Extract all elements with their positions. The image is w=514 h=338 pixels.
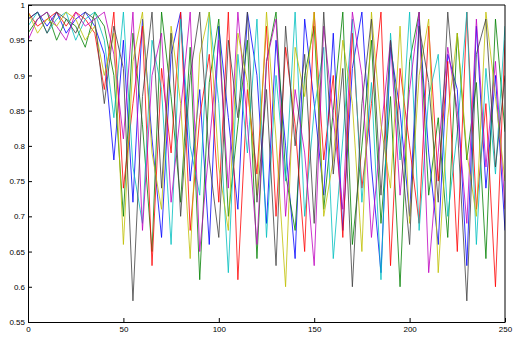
x-tick: 50 (119, 318, 128, 334)
y-tick: 0.8 (14, 142, 32, 151)
y-axis-line (28, 6, 29, 323)
chart: 0 50 100 150 200 250 0.55 0.6 0.65 0.7 0.75 0.8 0.85… (0, 0, 514, 338)
y-tick-mark (28, 252, 32, 253)
x-tick: 150 (308, 318, 322, 334)
y-tick-label: 1 (21, 1, 26, 10)
y-tick: 0.6 (14, 283, 32, 292)
y-tick-label: 0.95 (9, 36, 25, 45)
plot-area (28, 12, 505, 301)
y-tick-label: 0.55 (9, 318, 25, 327)
y-tick-label: 0.85 (9, 107, 25, 116)
y-tick-mark (28, 287, 32, 288)
y-tick-label: 0.8 (14, 142, 26, 151)
x-tick-label: 250 (499, 325, 513, 334)
y-tick-label: 0.6 (14, 283, 26, 292)
y-tick-mark (28, 322, 32, 323)
y-tick-mark (28, 111, 32, 112)
series-line (28, 12, 505, 301)
y-tick: 0.65 (9, 248, 32, 257)
x-tick-mark (123, 318, 124, 322)
x-tick: 100 (213, 318, 227, 334)
y-tick: 0.9 (14, 72, 32, 81)
x-tick-label: 200 (403, 325, 417, 334)
background (0, 0, 514, 338)
x-tick-mark (314, 318, 315, 322)
y-tick-mark (28, 181, 32, 182)
y-tick-mark (28, 146, 32, 147)
x-tick-label: 0 (26, 325, 31, 334)
x-axis: 0 50 100 150 200 250 (26, 318, 512, 334)
x-tick: 250 (499, 318, 513, 334)
y-tick: 0.55 (9, 318, 32, 327)
y-tick-label: 0.9 (14, 72, 26, 81)
frame-top (28, 5, 505, 6)
frame-right (505, 5, 506, 322)
x-tick-mark (410, 318, 411, 322)
y-tick-mark (28, 75, 32, 76)
y-tick: 0.7 (14, 212, 32, 221)
y-tick: 1 (21, 1, 32, 10)
x-tick-label: 100 (213, 325, 227, 334)
x-axis-line (29, 322, 506, 323)
x-tick-label: 50 (119, 325, 128, 334)
y-tick: 0.95 (9, 36, 32, 45)
y-tick-mark (28, 40, 32, 41)
y-tick-mark (28, 216, 32, 217)
y-tick: 0.75 (9, 177, 32, 186)
x-tick-label: 150 (308, 325, 322, 334)
series-line (28, 12, 505, 287)
series-line (28, 12, 505, 287)
x-tick-mark (219, 318, 220, 322)
y-axis: 0.55 0.6 0.65 0.7 0.75 0.8 0.85 0.9 0.95 1 (9, 1, 32, 327)
y-tick-label: 0.7 (14, 212, 26, 221)
y-tick-label: 0.65 (9, 248, 25, 257)
y-tick: 0.85 (9, 107, 32, 116)
series-line (28, 12, 505, 287)
y-tick-label: 0.75 (9, 177, 25, 186)
x-tick: 200 (403, 318, 417, 334)
